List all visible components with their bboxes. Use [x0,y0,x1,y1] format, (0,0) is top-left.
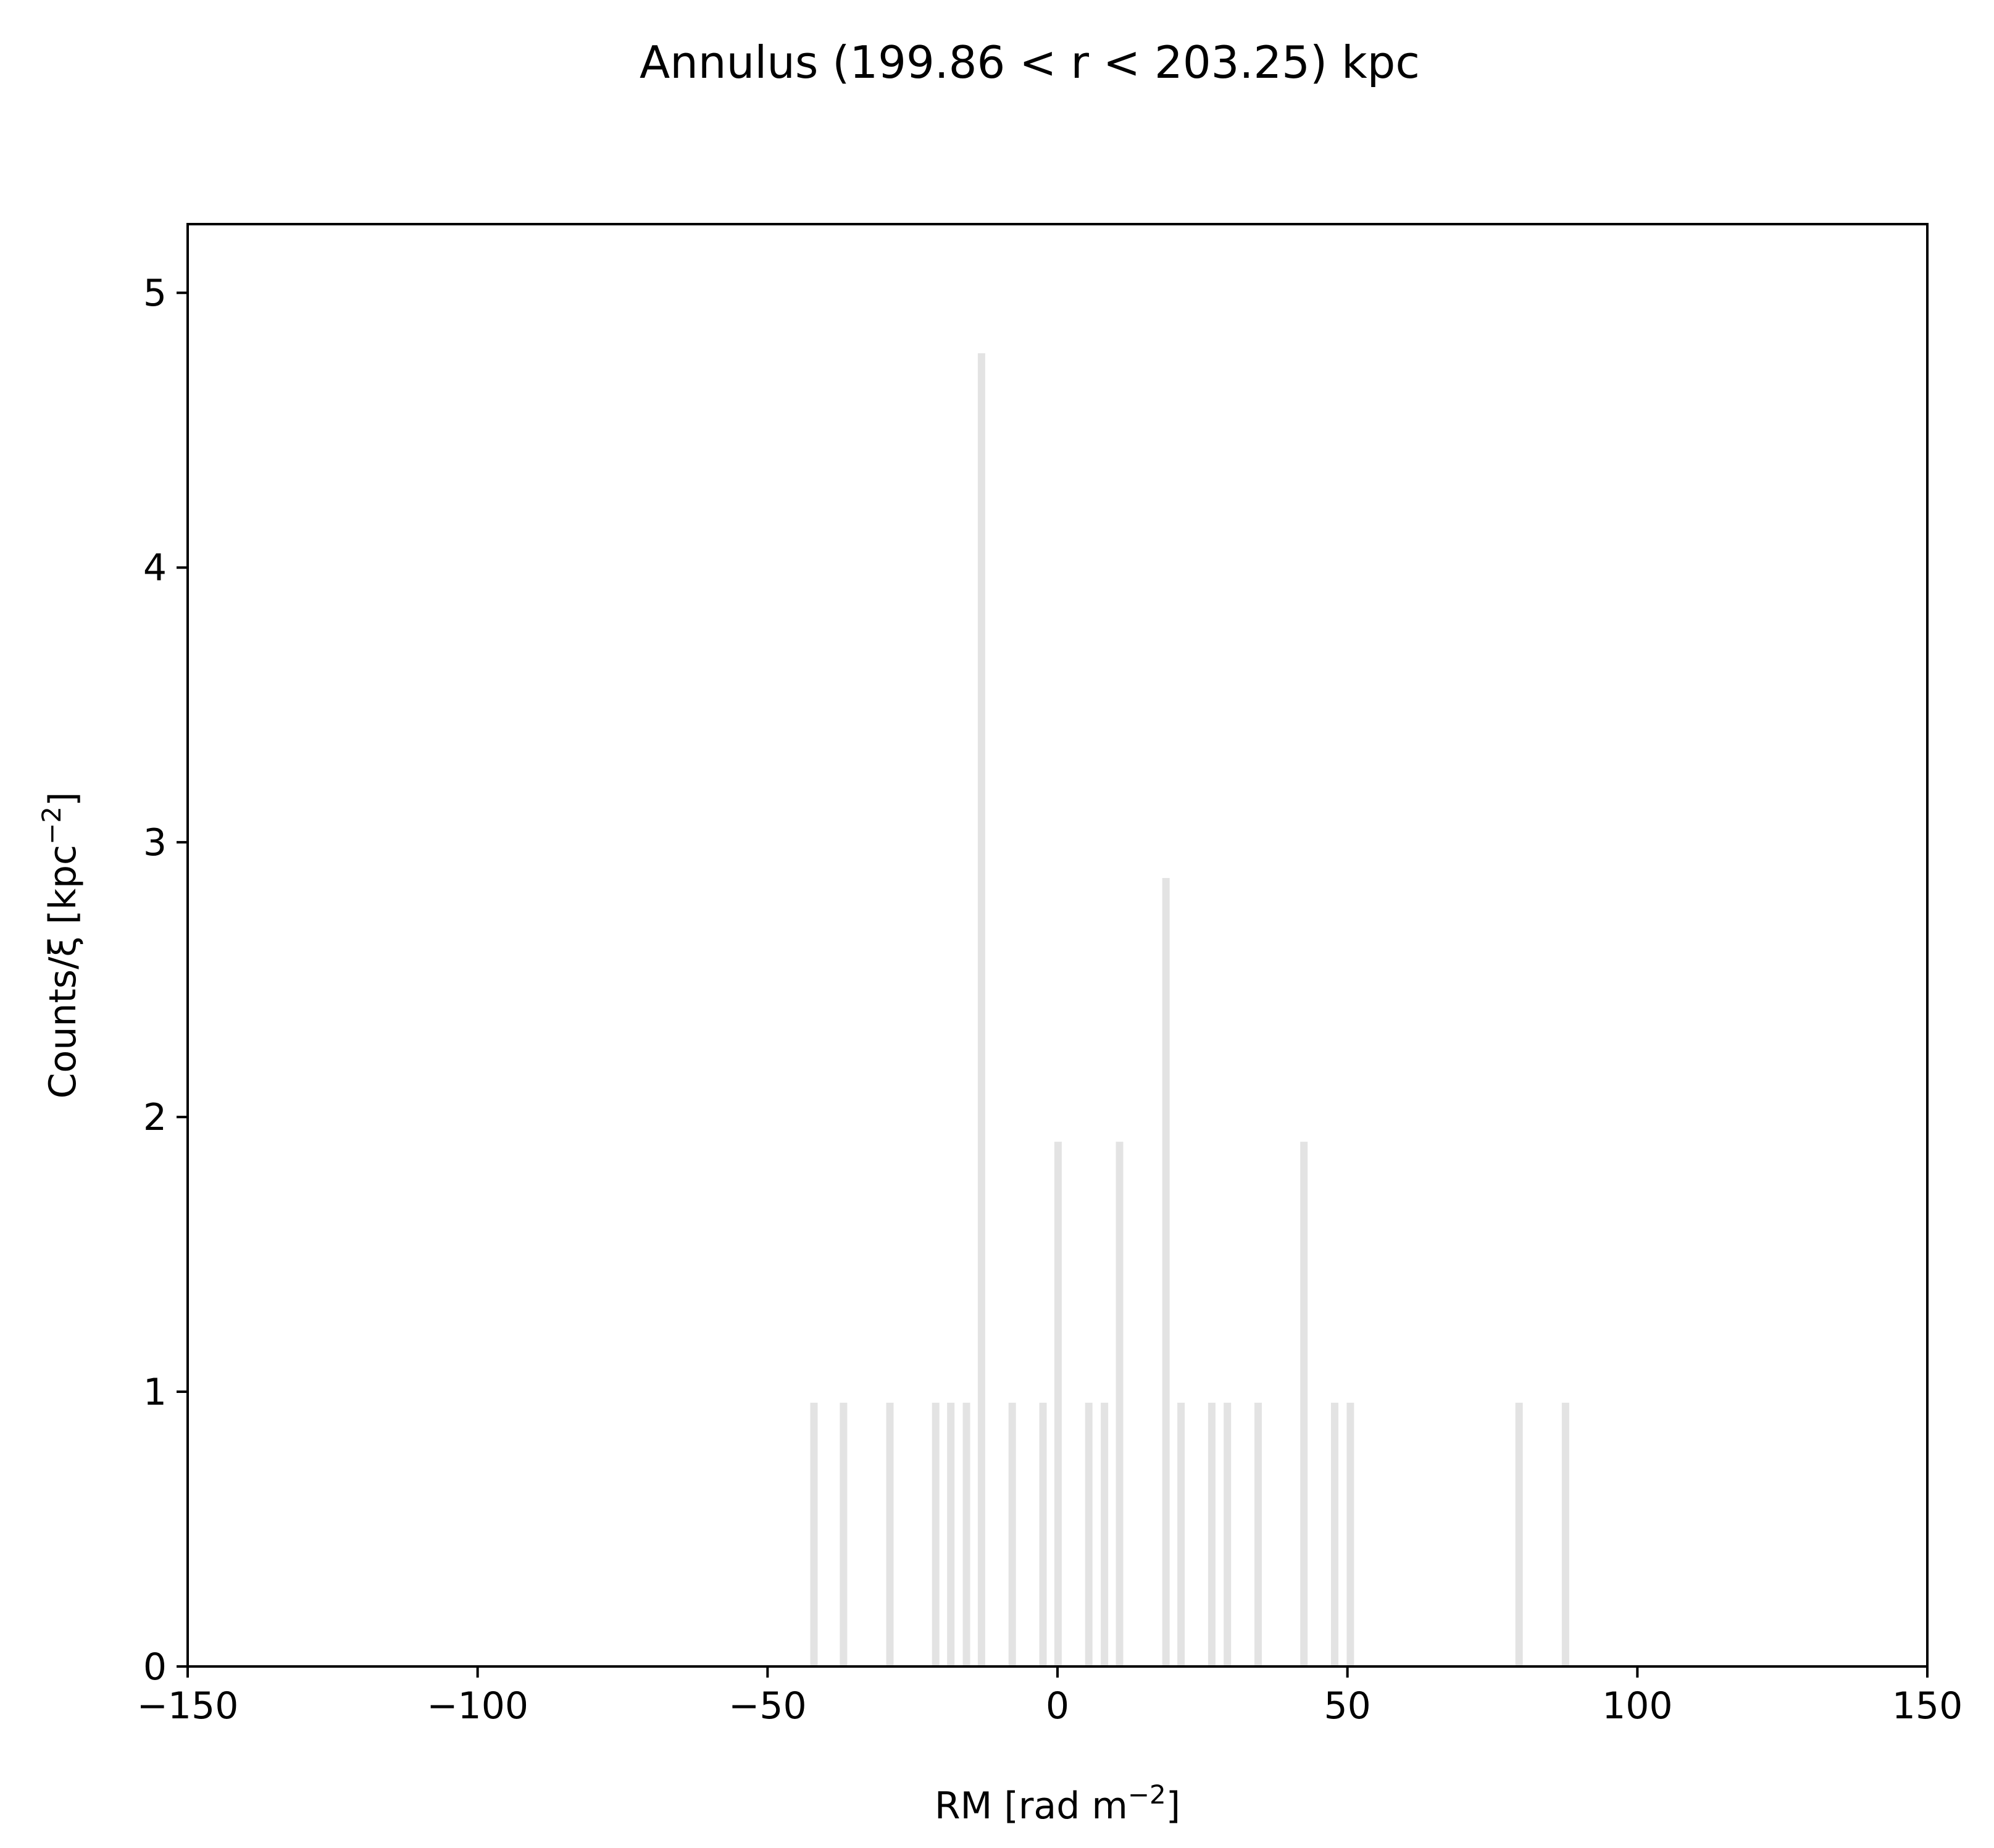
y-axis-label-text: Counts/ξ [kpc [41,845,85,1098]
chart-title: Annulus (199.86 < r < 203.25) kpc [640,36,1420,88]
y-axis-label: Counts/ξ [kpc−2] [36,792,85,1099]
histogram-bar [810,1402,818,1666]
x-tick-label: 150 [1892,1684,1963,1728]
histogram-bar [1300,1142,1308,1666]
histogram-bar [1224,1402,1232,1666]
y-tick-label: 4 [143,546,167,590]
histogram-bar [1177,1402,1185,1666]
histogram-bar [1162,878,1170,1666]
x-axis-label-suffix: ] [1166,1784,1180,1828]
y-axis-label-sup: −2 [36,806,67,845]
histogram-bar [962,1402,970,1666]
x-tick-label: 50 [1324,1684,1370,1728]
x-axis: −150 −100 −50 0 50 100 150 [137,1666,1963,1728]
histogram-bar [886,1402,894,1666]
histogram-bar [977,353,985,1666]
histogram-bar [1331,1402,1338,1666]
x-tick-label: −100 [427,1684,528,1728]
x-axis-label-sup: −2 [1128,1779,1166,1810]
bars-group [810,353,1569,1666]
histogram-bar [1515,1402,1523,1666]
histogram-bar [1101,1402,1109,1666]
y-tick-label: 2 [143,1096,167,1139]
y-tick-label: 3 [143,821,167,864]
x-axis-label-text: RM [rad m [935,1784,1128,1828]
y-tick-label: 5 [143,272,167,315]
x-tick-label: 0 [1046,1684,1069,1728]
histogram-bar [1561,1402,1569,1666]
histogram-bar [1054,1142,1062,1666]
y-axis-label-suffix: ] [41,792,85,806]
y-tick-label: 1 [143,1371,167,1414]
y-axis: 0 1 2 3 4 5 [143,272,188,1689]
histogram-bar [947,1402,955,1666]
histogram-bar [1085,1402,1093,1666]
histogram-bar [932,1402,940,1666]
histogram-bar [1116,1142,1124,1666]
y-tick-label: 0 [143,1645,167,1689]
x-tick-label: −50 [728,1684,807,1728]
x-tick-label: 100 [1602,1684,1673,1728]
histogram-bar [1346,1402,1354,1666]
x-tick-label: −150 [137,1684,239,1728]
histogram-bar [1008,1402,1016,1666]
histogram-bar [1254,1402,1262,1666]
x-axis-label: RM [rad m−2] [935,1779,1180,1828]
histogram-bar [1208,1402,1216,1666]
histogram-bar [1039,1402,1047,1666]
histogram-bar [840,1402,848,1666]
